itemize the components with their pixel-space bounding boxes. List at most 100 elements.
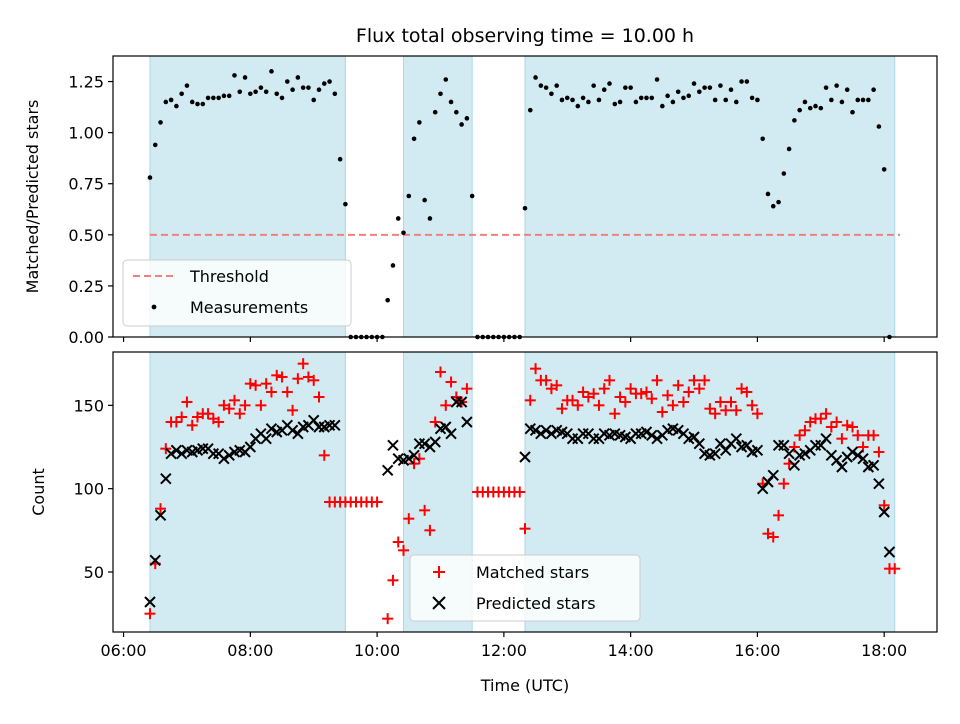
measurement-point [665, 93, 670, 99]
bottom-axes-frame [112, 351, 938, 633]
measurement-point [242, 75, 248, 80]
matched-star-point [836, 433, 848, 445]
matched-star-point [176, 411, 188, 423]
predicted-star-point [149, 554, 161, 567]
measurement-point [712, 97, 718, 103]
matched-star-point [693, 383, 705, 395]
measurement-point [786, 146, 792, 152]
measurement-point [438, 91, 443, 97]
predicted-star-point [730, 432, 742, 445]
matched-star-point [239, 399, 251, 411]
matched-star-point [408, 458, 420, 470]
measurement-point [168, 97, 174, 103]
measurement-point [232, 73, 237, 78]
measurement-point [306, 85, 311, 90]
bottom-legend-box [409, 554, 641, 622]
x-tick-label: 16:00 [734, 641, 780, 660]
matched-star-point [519, 523, 531, 535]
matched-star-point [614, 391, 626, 403]
measurement-point [332, 91, 338, 97]
measurement-point [718, 83, 723, 88]
matched-star-point [250, 379, 262, 391]
matched-star-point [255, 399, 267, 411]
measurement-point [834, 83, 839, 88]
bottom-y-tick-label: 50 [84, 563, 104, 582]
measurement-point [174, 103, 179, 109]
measurement-point [723, 97, 729, 103]
predicted-star-point [836, 461, 848, 473]
measurement-point [633, 99, 639, 105]
top-y-ticks: 0.00 0.25 0.50 0.75 1.00 1.25 [68, 73, 113, 347]
measurement-point [248, 91, 253, 97]
measurement-point [337, 156, 343, 162]
measurement-point [454, 109, 459, 115]
measurement-point [802, 99, 808, 105]
matched-star-point [683, 386, 695, 398]
matched-star-point [514, 486, 526, 498]
measurement-point [290, 87, 295, 93]
measurement-point [464, 116, 470, 121]
matched-star-point [820, 408, 832, 420]
predicted-star-point [646, 429, 658, 442]
measurement-point [649, 95, 655, 101]
predicted-star-point [170, 444, 183, 457]
matched-star-point [815, 413, 827, 425]
measurement-point [807, 105, 813, 111]
matched-star-point [144, 608, 156, 620]
measurement-point [881, 167, 887, 172]
measurement-point [321, 81, 327, 86]
measurement-point [195, 101, 200, 107]
matched-star-point [662, 389, 674, 401]
predicted-star-point [175, 447, 188, 460]
measurement-point [189, 99, 195, 105]
predicted-star-point [820, 432, 832, 445]
matched-star-point [889, 563, 901, 575]
bottom-y-ticks: 50 100 150 [73, 396, 113, 582]
predicted-star-point [883, 546, 896, 558]
matched-star-point [276, 371, 288, 383]
measurement-point [829, 97, 834, 103]
measurement-point [216, 95, 221, 101]
matched-star-point [524, 394, 536, 406]
measurement-point [866, 97, 871, 103]
measurement-point [258, 85, 264, 90]
matched-star-point [667, 399, 679, 411]
measurement-point [607, 81, 612, 86]
predicted-star-point [265, 422, 278, 435]
measurement-point [813, 103, 818, 109]
measurement-point [580, 95, 586, 101]
matched-star-point [704, 403, 716, 415]
measurements-legend-label: Measurements [190, 298, 308, 317]
matched-star-point [619, 396, 631, 408]
matched-star-point [281, 386, 293, 398]
matched-star-point [841, 419, 853, 431]
measurement-point [533, 75, 538, 80]
matched-star-point [852, 429, 864, 441]
measurement-point [179, 91, 184, 97]
measurement-point [792, 118, 797, 123]
measurement-point [559, 97, 565, 103]
measurement-point [702, 85, 707, 90]
measurement-point [221, 93, 227, 99]
x-tick-label: 12:00 [481, 641, 527, 660]
measurement-point [707, 85, 713, 90]
measurement-point [860, 97, 866, 103]
top-y-tick-label: 0.00 [68, 328, 104, 347]
matched-star-point [313, 391, 325, 403]
measurement-point [343, 201, 348, 207]
top-axes-frame [112, 55, 938, 338]
matched-star-point [419, 504, 431, 516]
top-y-tick-label: 0.75 [68, 175, 104, 194]
matched-star-point [588, 388, 600, 400]
measurement-point [564, 95, 570, 101]
matched-star-point [371, 496, 383, 508]
predicted-star-point [403, 452, 415, 465]
predicted-star-point [529, 424, 542, 437]
measurement-point [739, 79, 744, 84]
matched-star-point [223, 403, 235, 415]
measurement-point [422, 197, 427, 203]
predicted-star-point [519, 451, 531, 463]
predicted-star-point [144, 596, 156, 608]
measurement-point [686, 93, 692, 99]
matched-star-point [551, 379, 563, 391]
